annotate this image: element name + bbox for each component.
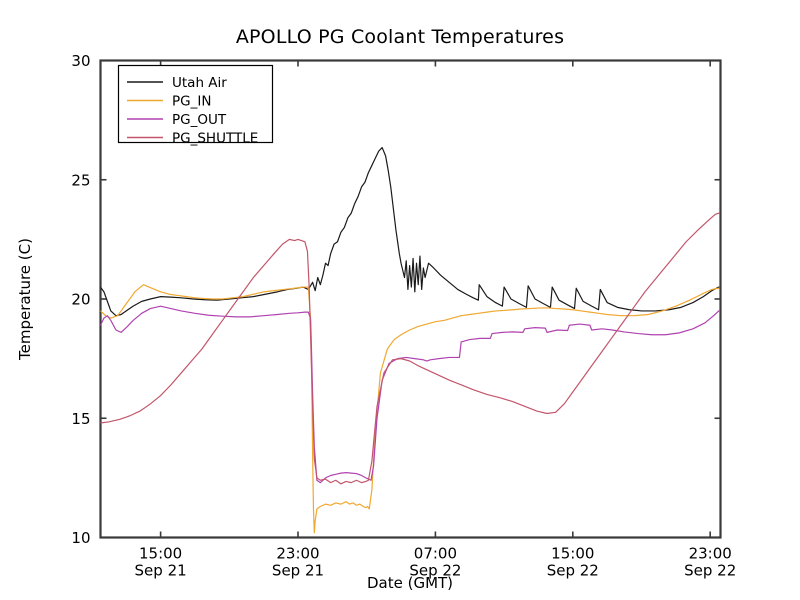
series-line-pg-shuttle bbox=[100, 212, 720, 485]
x-tick-label-time: 23:00 bbox=[689, 545, 732, 563]
x-tick-label-time: 15:00 bbox=[551, 545, 594, 563]
series-line-utah-air bbox=[100, 146, 720, 317]
x-tick-label-time: 07:00 bbox=[414, 545, 457, 563]
x-tick-label-date: Sep 21 bbox=[272, 562, 324, 580]
x-tick-label-date: Sep 22 bbox=[409, 562, 461, 580]
legend-label-utah-air: Utah Air bbox=[172, 75, 227, 91]
y-tick-label: 10 bbox=[71, 529, 90, 547]
x-axis-label: Date (GMT) bbox=[367, 574, 453, 592]
data-series-group bbox=[100, 146, 720, 534]
legend-items: Utah Air PG_IN PG_OUT PG_SHUTTLE bbox=[127, 75, 258, 147]
legend-label-pg-in: PG_IN bbox=[172, 94, 211, 110]
series-line-pg-in bbox=[100, 284, 720, 534]
y-axis-ticks: 10 15 20 25 30 bbox=[71, 52, 721, 547]
y-tick-label: 15 bbox=[71, 410, 90, 428]
x-tick-label-date: Sep 21 bbox=[135, 562, 187, 580]
x-tick-label-time: 23:00 bbox=[276, 545, 319, 563]
legend-label-pg-out: PG_OUT bbox=[172, 112, 227, 128]
legend-label-pg-shuttle: PG_SHUTTLE bbox=[172, 131, 258, 147]
y-tick-label: 20 bbox=[71, 291, 90, 309]
legend-box bbox=[117, 64, 274, 144]
page-title: APOLLO PG Coolant Temperatures bbox=[235, 26, 565, 48]
y-axis-label: Temperature (C) bbox=[16, 238, 34, 361]
series-line-pg-out bbox=[100, 305, 720, 484]
y-tick-label: 30 bbox=[71, 52, 90, 70]
x-tick-label-date: Sep 22 bbox=[684, 562, 736, 580]
x-tick-label-date: Sep 22 bbox=[547, 562, 599, 580]
y-tick-label: 25 bbox=[71, 171, 90, 189]
x-tick-label-time: 15:00 bbox=[139, 545, 182, 563]
legend: Utah Air PG_IN PG_OUT PG_SHUTTLE bbox=[117, 64, 274, 147]
